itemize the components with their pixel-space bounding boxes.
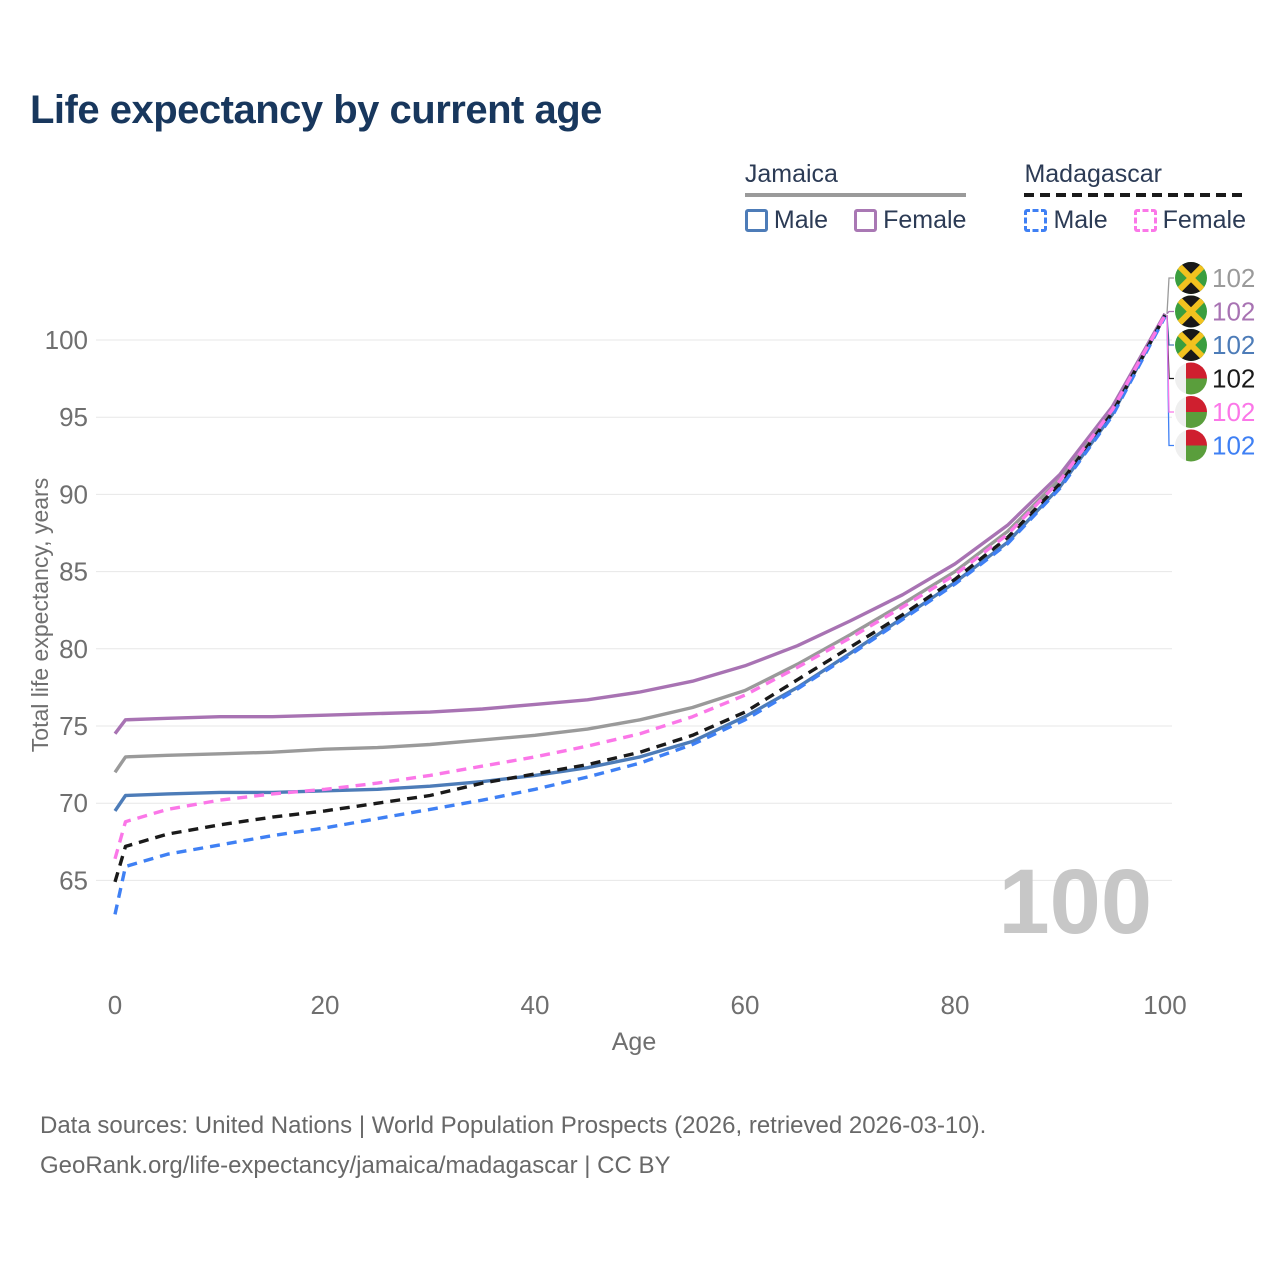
legend-item-label: Male [773, 206, 829, 234]
y-tick-label: 65 [59, 865, 88, 895]
madagascar-flag-icon [1175, 430, 1207, 462]
series-line-jamaica-female [113, 312, 1167, 735]
legend-item-madagascar-male[interactable]: Male [1024, 206, 1108, 235]
y-tick-label: 90 [59, 479, 88, 509]
legend-heading-madagascar[interactable]: Madagascar [1024, 160, 1163, 188]
series-end-value: 102 [1212, 364, 1255, 394]
end-label-leader [1166, 310, 1174, 315]
series-end-value: 102 [1212, 397, 1255, 427]
y-tick-label: 100 [45, 325, 88, 355]
x-tick-label: 40 [521, 990, 550, 1020]
jamaica-female-swatch [854, 209, 878, 232]
series-end-value: 102 [1212, 330, 1255, 360]
chart-footer: Data sources: United Nations | World Pop… [40, 1106, 986, 1186]
y-tick-label: 70 [59, 788, 88, 818]
legend-heading-jamaica[interactable]: Jamaica [744, 160, 838, 188]
data-sources-line: Data sources: United Nations | World Pop… [40, 1112, 987, 1139]
end-label-leader [1166, 315, 1174, 413]
legend-group-madagascar: Madagascar Male Female [1024, 160, 1246, 235]
page-title: Life expectancy by current age [30, 88, 602, 132]
legend-item-label: Female [1162, 206, 1246, 234]
x-tick-label: 20 [311, 990, 340, 1020]
legend-item-label: Female [883, 206, 967, 234]
jamaica-male-swatch [744, 209, 768, 232]
series-end-value: 102 [1212, 431, 1255, 461]
y-tick-label: 95 [59, 402, 88, 432]
series-end-value: 102 [1212, 297, 1255, 327]
madagascar-line-style-key [1024, 193, 1246, 197]
series-line-jamaica-male [113, 314, 1167, 812]
madagascar-flag-icon [1175, 396, 1207, 428]
series-end-value: 102 [1212, 263, 1255, 293]
x-tick-label: 60 [731, 990, 760, 1020]
y-tick-label: 75 [59, 711, 88, 741]
legend-item-label: Male [1053, 206, 1108, 234]
y-tick-label: 80 [59, 634, 88, 664]
madagascar-male-swatch [1024, 209, 1048, 232]
legend-item-jamaica-female[interactable]: Female [854, 206, 966, 235]
jamaica-flag-icon [1173, 260, 1209, 296]
jamaica-flag-icon [1173, 327, 1209, 363]
end-label-leader [1166, 277, 1174, 314]
series-line-jamaica [113, 312, 1167, 774]
legend-group-jamaica: Jamaica Male Female [744, 160, 967, 235]
madagascar-flag-icon [1175, 363, 1207, 395]
jamaica-line-style-key [744, 193, 967, 197]
legend: Jamaica Male Female Madagascar Male Fema… [744, 160, 1246, 235]
series-line-madagascar-female [113, 314, 1167, 860]
y-axis-title: Total life expectancy, years [27, 478, 53, 752]
y-tick-label: 85 [59, 557, 88, 587]
jamaica-flag-icon [1173, 294, 1209, 330]
x-axis-title: Age [612, 1028, 656, 1056]
x-tick-label: 100 [1143, 990, 1186, 1020]
attribution-line: GeoRank.org/life-expectancy/jamaica/mada… [40, 1152, 671, 1179]
legend-item-jamaica-male[interactable]: Male [744, 206, 829, 235]
hover-age-indicator: 100 [998, 851, 1153, 953]
x-tick-label: 0 [108, 990, 122, 1020]
series-line-madagascar [113, 314, 1167, 883]
x-tick-label: 80 [941, 990, 970, 1020]
madagascar-female-swatch [1133, 209, 1157, 232]
legend-item-madagascar-female[interactable]: Female [1133, 206, 1246, 235]
series-line-madagascar-male [113, 316, 1167, 915]
